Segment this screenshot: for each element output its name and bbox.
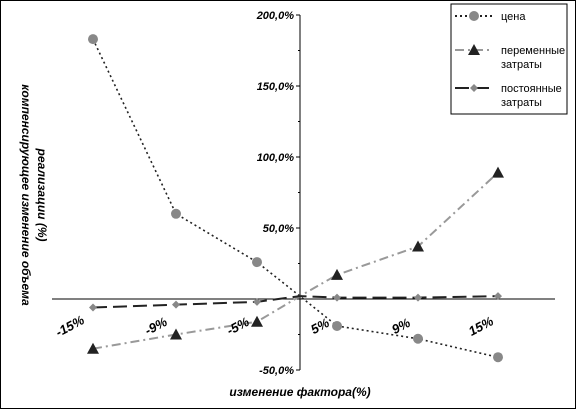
point-marker [333, 293, 341, 302]
y-tick-label: -50,0% [259, 365, 294, 377]
x-tick-label: -9% [142, 314, 170, 338]
point-marker [172, 300, 180, 309]
point-marker [171, 208, 181, 219]
x-tick-label: -15% [53, 312, 87, 340]
axes [52, 14, 555, 371]
x-tick-label: 9% [389, 315, 413, 337]
legend-label: цена [501, 11, 526, 23]
labels-layer: -50,0% 50,0% 100,0% 150,0% 200,0% -15% -9% -5% 5… [19, 10, 496, 399]
point-marker [253, 297, 261, 306]
point-marker [88, 34, 98, 45]
point-marker [493, 352, 503, 363]
point-marker [170, 328, 182, 340]
point-marker [414, 293, 422, 302]
y-tick-label: 200,0% [256, 10, 295, 22]
x-tick-label: -5% [224, 314, 252, 338]
y-tick-label: 100,0% [257, 152, 295, 164]
x-axis-label: изменение фактора(%) [229, 385, 370, 399]
series-line [92, 38, 499, 358]
legend: цена переменные затраты постоянные затраты [450, 3, 568, 115]
point-marker [494, 292, 502, 301]
legend-label: переменные затраты [501, 45, 565, 71]
point-marker [251, 315, 263, 327]
series-layer [87, 34, 504, 363]
point-marker [89, 303, 97, 312]
point-marker [412, 240, 424, 252]
point-marker [87, 342, 99, 354]
point-marker [469, 11, 479, 21]
y-axis-label: компенсирующее изменение объема [19, 84, 33, 306]
point-marker [470, 84, 478, 92]
series-0 [88, 34, 503, 363]
point-marker [468, 44, 480, 55]
legend-box [450, 3, 568, 115]
y-tick-label: 150,0% [257, 81, 295, 93]
x-tick-label: 15% [466, 313, 496, 339]
y-axis-label: реализации (%) [35, 148, 49, 242]
point-marker [492, 166, 504, 178]
series-2 [89, 292, 502, 312]
point-marker [332, 320, 342, 331]
y-tick-label: 50,0% [263, 223, 294, 235]
x-tick-label: 5% [308, 315, 332, 337]
point-marker [413, 333, 423, 344]
point-marker [331, 268, 343, 280]
legend-label: постоянные затраты [501, 83, 562, 109]
point-marker [252, 257, 262, 268]
